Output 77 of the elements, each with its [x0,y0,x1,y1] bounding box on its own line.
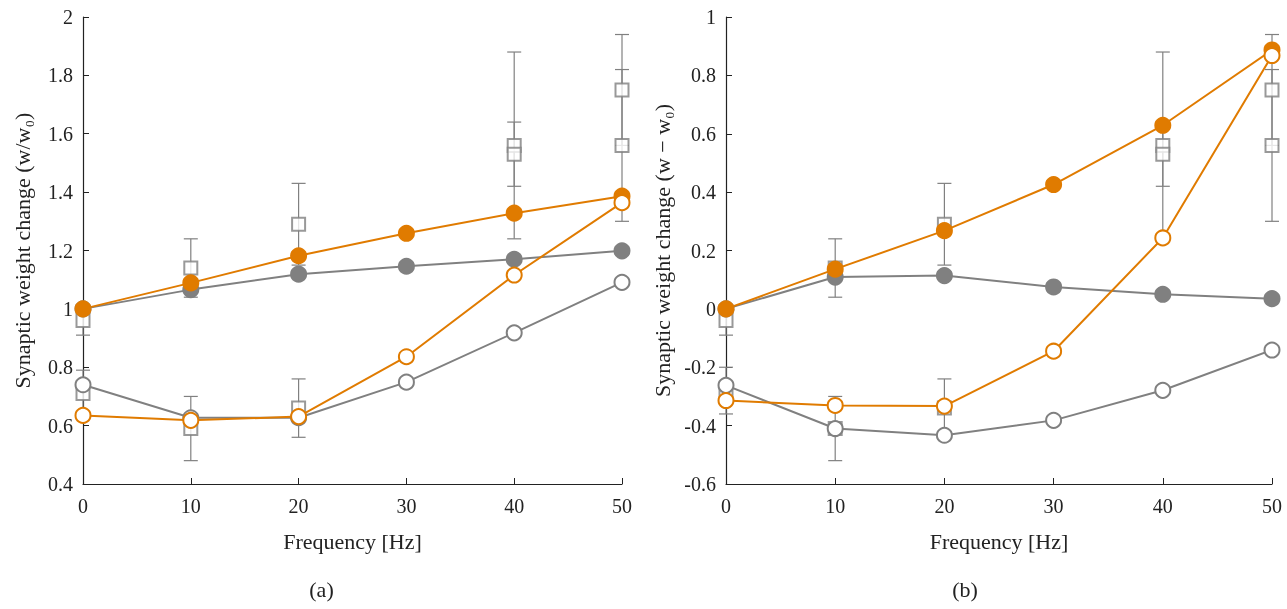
point [505,250,523,268]
point [1264,82,1280,98]
y-tick-label: 0.4 [691,181,716,204]
x-tick-label: 10 [825,495,846,517]
y-tick-label: 0.8 [48,356,73,379]
point [1264,137,1280,153]
point [397,373,415,391]
point [1263,47,1281,65]
x-tick-label: 40 [504,495,525,517]
point [935,267,953,285]
x-tick-label: 50 [612,495,632,517]
point [1045,278,1063,296]
text: (b) [952,576,978,602]
point [397,348,415,366]
text: (a) [309,576,334,602]
x-tick-label: 20 [934,495,955,517]
point [935,426,953,444]
point [1154,229,1172,247]
point [1154,381,1172,399]
x-tick-label: 40 [1152,495,1173,517]
point [1155,146,1171,162]
x-axis-title: Frequency [Hz] [929,528,1069,554]
y-tick-label: 1 [706,6,716,28]
y-tick-label: 1 [63,297,73,320]
x-tick-label: 10 [180,495,201,517]
point [614,82,630,98]
point [613,273,631,291]
y-axis-title: Synaptic weight change (w/w₀) [9,112,35,389]
y-axis-title: Synaptic weight change (w − w₀) [649,103,675,398]
point [1263,341,1281,359]
point [397,257,415,275]
point [614,137,630,153]
y-tick-label: 1.6 [48,122,73,145]
x-tick-label: 30 [1043,495,1064,517]
point [1154,116,1172,134]
y-tick-label: 2 [63,6,73,28]
point [182,274,200,292]
point [505,324,523,342]
y-tick-label: -0.4 [684,414,716,437]
point [826,396,844,414]
point [505,204,523,222]
x-tick-label: 20 [288,495,309,517]
point [74,406,92,424]
point [290,247,308,265]
point [1045,176,1063,194]
point [506,146,522,162]
x-tick-label: 0 [721,495,731,517]
point [1263,290,1281,308]
point [1045,411,1063,429]
x-tick-label: 0 [78,495,88,517]
point [291,216,307,232]
y-tick-label: 0.2 [691,239,716,262]
point [397,224,415,242]
y-tick-label: 1.2 [48,239,73,262]
y-tick-label: 1.4 [48,181,73,204]
x-tick-label: 50 [1262,495,1282,517]
x-tick-label: 30 [396,495,417,517]
point [717,392,735,410]
y-tick-label: 1.8 [48,64,73,87]
point [613,194,631,212]
point [613,242,631,260]
point [183,260,199,276]
y-tick-label: -0.2 [684,356,716,379]
point [717,376,735,394]
point [505,266,523,284]
point [74,376,92,394]
x-axis-title: Frequency [Hz] [283,528,422,554]
y-tick-label: 0 [706,297,716,320]
y-tick-label: -0.6 [684,473,716,495]
point [290,265,308,283]
y-tick-label: 0.6 [691,122,716,145]
y-tick-label: 0.8 [691,64,716,87]
point [1154,285,1172,303]
point [1045,342,1063,360]
y-tick-label: 0.6 [48,414,73,437]
point [935,222,953,240]
y-tick-label: 0.4 [48,473,73,495]
